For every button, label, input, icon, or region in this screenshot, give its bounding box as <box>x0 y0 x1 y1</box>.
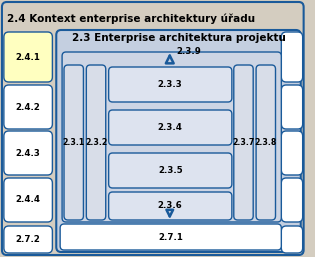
Text: 2.4.2: 2.4.2 <box>16 103 41 112</box>
Text: 2.4.4: 2.4.4 <box>16 196 41 205</box>
FancyBboxPatch shape <box>62 52 281 222</box>
Text: 2.3.8: 2.3.8 <box>255 138 277 147</box>
Text: 2.3.2: 2.3.2 <box>85 138 107 147</box>
FancyBboxPatch shape <box>109 192 232 220</box>
Text: 2.3.4: 2.3.4 <box>158 123 183 132</box>
FancyBboxPatch shape <box>86 65 106 220</box>
Text: 2.3.3: 2.3.3 <box>158 80 183 89</box>
FancyBboxPatch shape <box>4 85 52 129</box>
FancyBboxPatch shape <box>56 30 301 252</box>
Text: 2.4 Kontext enterprise architektury úřadu: 2.4 Kontext enterprise architektury úřad… <box>7 13 255 23</box>
FancyBboxPatch shape <box>109 110 232 145</box>
FancyBboxPatch shape <box>281 32 303 82</box>
Text: 2.7.1: 2.7.1 <box>158 233 183 242</box>
Text: 2.3.6: 2.3.6 <box>158 201 183 210</box>
FancyBboxPatch shape <box>256 65 276 220</box>
FancyBboxPatch shape <box>281 85 303 129</box>
FancyBboxPatch shape <box>4 32 52 82</box>
FancyBboxPatch shape <box>109 67 232 102</box>
FancyBboxPatch shape <box>64 65 83 220</box>
Text: 2.3.1: 2.3.1 <box>63 138 85 147</box>
Text: 2.3.5: 2.3.5 <box>158 166 183 175</box>
Text: 2.3 Enterprise architektura projektu: 2.3 Enterprise architektura projektu <box>72 33 285 43</box>
Text: 2.4.1: 2.4.1 <box>16 52 41 61</box>
FancyBboxPatch shape <box>4 131 52 175</box>
FancyBboxPatch shape <box>281 131 303 175</box>
FancyBboxPatch shape <box>281 178 303 222</box>
Text: 2.3.7: 2.3.7 <box>232 138 255 147</box>
Text: 2.4.3: 2.4.3 <box>16 149 41 158</box>
Text: 2.7.2: 2.7.2 <box>16 235 41 244</box>
FancyBboxPatch shape <box>4 178 52 222</box>
Text: 2.3.9: 2.3.9 <box>176 48 201 57</box>
FancyBboxPatch shape <box>60 224 281 250</box>
FancyBboxPatch shape <box>234 65 253 220</box>
FancyBboxPatch shape <box>2 2 304 255</box>
FancyBboxPatch shape <box>109 153 232 188</box>
FancyBboxPatch shape <box>281 226 303 253</box>
FancyBboxPatch shape <box>4 226 52 253</box>
